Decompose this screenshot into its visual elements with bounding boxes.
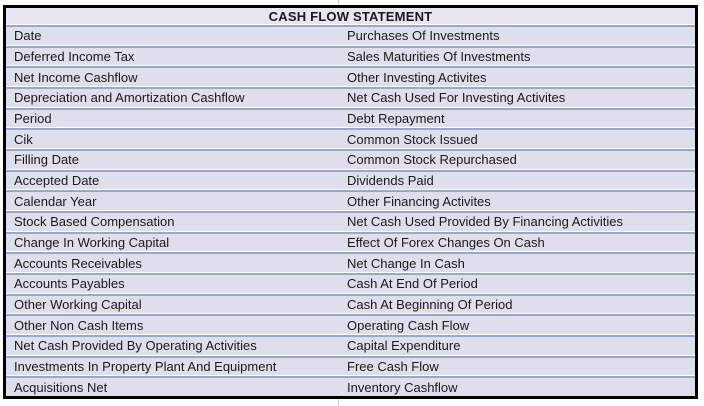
field-label-right: Purchases Of Investments [347,28,500,44]
table-cell-right[interactable]: Free Cash Flow [347,358,695,376]
table-row: Accounts Payables Cash At End Of Period [6,273,695,293]
table-cell-right[interactable]: Other Financing Activites [347,192,695,210]
table-cell-right[interactable]: Net Change In Cash [347,254,695,272]
table-cell-left[interactable]: Accepted Date [6,172,347,190]
table-cell-right[interactable]: Capital Expenditure [347,337,695,355]
table-cell-right[interactable]: Net Cash Used Provided By Financing Acti… [347,213,695,231]
table-cell-left[interactable]: Accounts Receivables [6,254,347,272]
table-cell-left[interactable]: Net Cash Provided By Operating Activitie… [6,337,347,355]
table-cell-left[interactable]: Change In Working Capital [6,234,347,252]
table-body: Date Purchases Of Investments Deferred I… [6,24,695,397]
field-label-left: Net Cash Provided By Operating Activitie… [14,338,257,354]
field-label-left: Accounts Receivables [14,255,142,271]
field-label-right: Sales Maturities Of Investments [347,49,531,64]
table-cell-left[interactable]: Depreciation and Amortization Cashflow [6,89,347,107]
field-label-right: Other Investing Activites [347,69,487,85]
table-row: Net Cash Provided By Operating Activitie… [6,335,695,355]
table-cell-left[interactable]: Stock Based Compensation [6,213,347,231]
table-cell-left[interactable]: Deferred Income Tax [6,48,347,66]
table-row: Cik Common Stock Issued [6,128,695,149]
table-row: Other Non Cash Items Operating Cash Flow [6,314,695,335]
table-cell-right[interactable]: Debt Repayment [347,110,695,128]
table-cell-right[interactable]: Cash At End Of Period [347,275,695,293]
field-label-right: Effect Of Forex Changes On Cash [347,235,545,251]
field-label-right: Other Financing Activites [347,193,491,209]
table-cell-left[interactable]: Period [6,110,347,128]
table-cell-left[interactable]: Acquisitions Net [6,378,347,396]
field-label-left: Filling Date [14,152,80,168]
field-label-right: Net Change In Cash [347,255,465,271]
field-label-right: Inventory Cashflow [347,379,458,395]
table-cell-right[interactable]: Sales Maturities Of Investments [347,48,695,66]
field-label-left: Investments In Property Plant And Equipm… [14,359,277,375]
table-row: Date Purchases Of Investments [6,25,695,45]
table-row: Filling Date Common Stock Repurchased [6,149,695,169]
table-row: Deferred Income Tax Sales Maturities Of … [6,45,695,66]
table-row: Depreciation and Amortization Cashflow N… [6,87,695,107]
field-label-left: Cik [14,131,33,147]
table-cell-left[interactable]: Investments In Property Plant And Equipm… [6,358,347,376]
gridline-stub-bottom [338,399,339,406]
field-label-left: Accepted Date [14,173,100,189]
table-cell-right[interactable]: Inventory Cashflow [347,378,695,396]
table-row: Stock Based Compensation Net Cash Used P… [6,211,695,231]
gridline-stub-top [338,0,339,5]
table-cell-right[interactable]: Cash At Beginning Of Period [347,296,695,314]
table-cell-right[interactable]: Other Investing Activites [347,68,695,86]
field-label-left: Period [14,111,52,127]
field-label-right: Dividends Paid [347,173,434,189]
field-label-left: Net Income Cashflow [14,69,138,85]
table-title: CASH FLOW STATEMENT [268,8,433,24]
table-cell-left[interactable]: Calendar Year [6,192,347,210]
table-cell-left[interactable]: Net Income Cashflow [6,68,347,86]
field-label-right: Debt Repayment [347,111,445,127]
table-cell-right[interactable]: Common Stock Repurchased [347,151,695,169]
table-row: Calendar Year Other Financing Activites [6,190,695,211]
field-label-right: Operating Cash Flow [347,317,470,333]
field-label-left: Accounts Payables [14,276,125,292]
field-label-left: Deferred Income Tax [14,49,135,64]
field-label-left: Date [14,28,42,44]
table-cell-right[interactable]: Dividends Paid [347,172,695,190]
field-label-left: Stock Based Compensation [14,214,175,230]
cash-flow-statement-table: CASH FLOW STATEMENT Date Purchases Of In… [3,5,698,399]
table-cell-left[interactable]: Filling Date [6,151,347,169]
field-label-right: Capital Expenditure [347,338,461,354]
table-row: Accounts Receivables Net Change In Cash [6,252,695,273]
table-row: Accepted Date Dividends Paid [6,169,695,190]
table-cell-right[interactable]: Purchases Of Investments [347,27,695,45]
field-label-right: Free Cash Flow [347,359,439,375]
table-cell-left[interactable]: Other Working Capital [6,296,347,314]
field-label-left: Acquisitions Net [14,379,108,395]
field-label-right: Cash At Beginning Of Period [347,297,513,313]
field-label-left: Other Working Capital [14,297,142,313]
table-row: Acquisitions Net Inventory Cashflow [6,376,695,397]
field-label-right: Common Stock Issued [347,131,478,147]
table-title-cell[interactable]: CASH FLOW STATEMENT [6,8,695,24]
field-label-right: Cash At End Of Period [347,276,478,292]
table-row: Net Income Cashflow Other Investing Acti… [6,66,695,87]
table-row: Period Debt Repayment [6,107,695,128]
table-cell-left[interactable]: Cik [6,130,347,148]
field-label-right: Net Cash Used For Investing Activites [347,90,566,106]
field-label-right: Net Cash Used Provided By Financing Acti… [347,214,624,230]
table-cell-right[interactable]: Operating Cash Flow [347,316,695,334]
table-cell-left[interactable]: Date [6,27,347,45]
table-cell-left[interactable]: Other Non Cash Items [6,316,347,334]
table-row: Change In Working Capital Effect Of Fore… [6,231,695,252]
table-cell-right[interactable]: Net Cash Used For Investing Activites [347,89,695,107]
field-label-left: Depreciation and Amortization Cashflow [14,90,245,106]
field-label-left: Change In Working Capital [14,235,170,251]
table-cell-right[interactable]: Common Stock Issued [347,130,695,148]
field-label-left: Other Non Cash Items [14,317,144,333]
table-row: Investments In Property Plant And Equipm… [6,355,695,376]
table-row: Other Working Capital Cash At Beginning … [6,293,695,314]
field-label-left: Calendar Year [14,193,97,209]
table-cell-left[interactable]: Accounts Payables [6,275,347,293]
field-label-right: Common Stock Repurchased [347,152,517,168]
table-cell-right[interactable]: Effect Of Forex Changes On Cash [347,234,695,252]
